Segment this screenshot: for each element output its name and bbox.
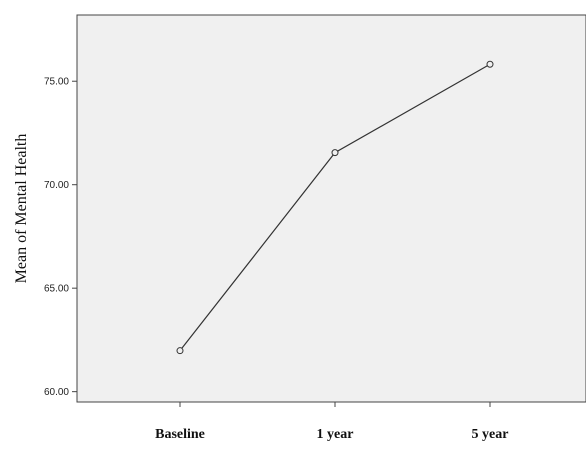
y-tick-label: 60.00 — [44, 387, 69, 398]
data-point-marker — [486, 60, 494, 68]
y-tick-label: 65.00 — [44, 284, 69, 295]
y-axis: 60.00 65.00 70.00 75.00 — [44, 77, 77, 398]
y-tick-label: 70.00 — [44, 180, 69, 191]
data-point-marker — [331, 149, 339, 157]
series-mental-health — [176, 60, 494, 355]
data-point-marker — [176, 347, 184, 355]
x-tick-label: 1 year — [317, 427, 354, 442]
x-tick-label: Baseline — [155, 427, 205, 442]
y-tick-label: 75.00 — [44, 77, 69, 88]
x-tick-label: 5 year — [472, 427, 509, 442]
x-axis: Baseline 1 year 5 year — [155, 402, 508, 442]
plot-area — [76, 14, 586, 403]
y-axis-label: Mean of Mental Health — [13, 134, 30, 284]
